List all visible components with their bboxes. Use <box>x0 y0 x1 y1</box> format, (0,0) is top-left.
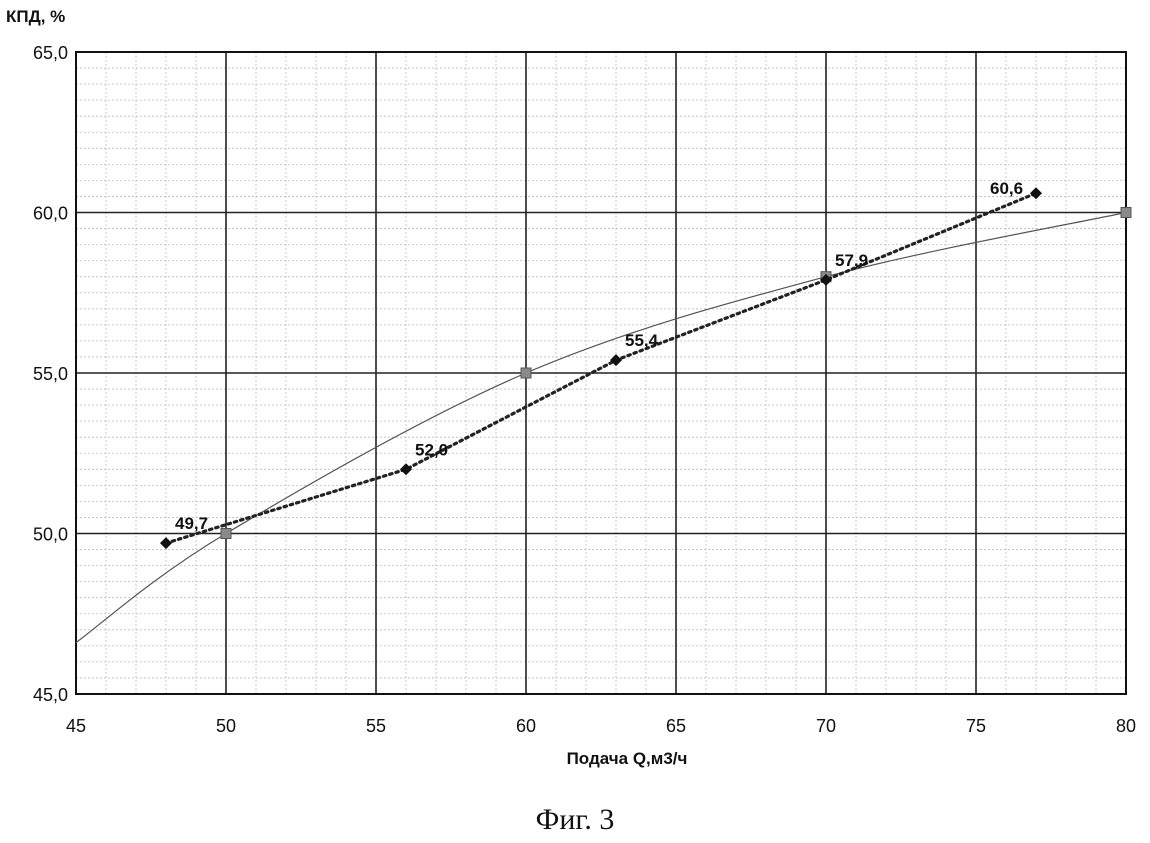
x-tick-label: 55 <box>366 716 386 736</box>
y-tick-label: 50,0 <box>33 525 68 545</box>
x-tick-label: 70 <box>816 716 836 736</box>
x-tick-label: 65 <box>666 716 686 736</box>
x-tick-label: 45 <box>66 716 86 736</box>
y-tick-labels: 45,0 50,0 55,0 60,0 65,0 <box>33 43 68 705</box>
y-tick-label: 55,0 <box>33 364 68 384</box>
data-label: 60,6 <box>990 179 1023 198</box>
x-axis-title: Подача Q,м3/ч <box>567 749 688 768</box>
y-axis-title: КПД, % <box>6 7 65 26</box>
x-tick-label: 50 <box>216 716 236 736</box>
x-tick-labels: 45 50 55 60 65 70 75 80 <box>66 716 1136 736</box>
x-tick-label: 80 <box>1116 716 1136 736</box>
x-tick-label: 75 <box>966 716 986 736</box>
data-label: 49,7 <box>175 514 208 533</box>
figure-caption: Фиг. 3 <box>0 803 1150 837</box>
square-marker <box>521 368 531 378</box>
y-tick-label: 65,0 <box>33 43 68 63</box>
square-marker <box>221 529 231 539</box>
y-tick-label: 60,0 <box>33 204 68 224</box>
x-tick-label: 60 <box>516 716 536 736</box>
kpd-chart: 45,0 50,0 55,0 60,0 65,0 45 50 55 60 65 70 75 80 КП… <box>0 0 1150 800</box>
data-label: 52,0 <box>415 440 448 459</box>
data-label: 57,9 <box>835 251 868 270</box>
square-marker <box>1121 208 1131 218</box>
data-label: 55,4 <box>625 331 659 350</box>
y-tick-label: 45,0 <box>33 685 68 705</box>
